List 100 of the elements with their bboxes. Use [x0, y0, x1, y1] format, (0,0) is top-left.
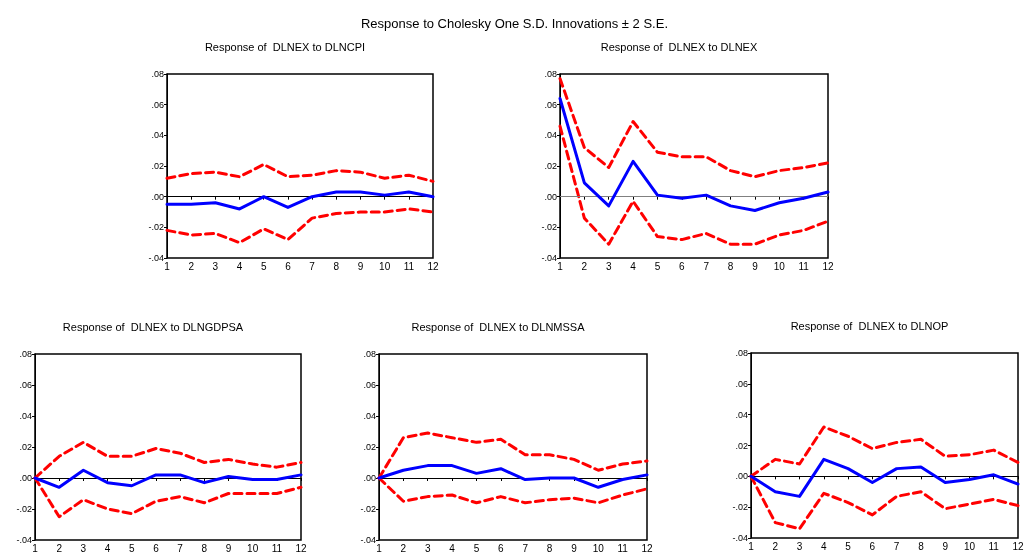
y-tick-label: .08	[544, 69, 557, 79]
x-tick-label: 10	[963, 540, 976, 552]
x-tick-label: 6	[285, 260, 292, 272]
chart-title: Response of DLNEX to DLNEX	[600, 40, 758, 53]
x-tick-label: 1	[164, 260, 171, 272]
x-tick-label: 11	[617, 542, 629, 554]
x-tick-label: 10	[247, 542, 259, 554]
x-tick-label: 12	[295, 542, 307, 554]
y-tick-label: .04	[151, 130, 164, 141]
x-tick-label: 5	[260, 260, 267, 272]
y-tick-label: .06	[151, 99, 164, 110]
x-tick-label: 5	[845, 540, 852, 552]
y-tick-label: .06	[19, 380, 32, 390]
x-tick-label: 4	[449, 542, 456, 554]
chart-title: Response of DLNEX to DLNGDPSA	[62, 320, 244, 333]
x-tick-label: 7	[177, 542, 184, 554]
y-tick-label: .00	[544, 191, 557, 202]
x-tick-label: 6	[869, 540, 876, 552]
x-tick-label: 6	[153, 542, 160, 554]
x-tick-label: 2	[772, 540, 779, 552]
x-tick-label: 12	[822, 260, 834, 272]
y-tick-label: .02	[19, 442, 32, 452]
y-tick-label: .04	[735, 409, 748, 420]
x-tick-label: 8	[727, 260, 734, 272]
x-tick-label: 11	[988, 540, 1000, 552]
x-tick-label: 3	[212, 260, 219, 272]
y-tick-label: .02	[151, 161, 164, 171]
x-tick-label: 3	[605, 260, 612, 272]
x-tick-label: 8	[201, 542, 208, 554]
y-tick-label: -.04	[732, 533, 748, 543]
x-tick-label: 9	[571, 542, 578, 554]
y-tick-label: -.04	[16, 535, 32, 545]
x-tick-label: 7	[703, 260, 710, 272]
x-tick-label: 8	[546, 542, 553, 554]
x-tick-label: 2	[188, 260, 195, 272]
x-tick-label: 10	[773, 260, 786, 272]
x-tick-label: 10	[379, 260, 391, 272]
x-tick-label: 11	[798, 260, 810, 272]
x-tick-label: 1	[376, 542, 383, 554]
chart-title: Response of DLNEX to DLNCPI	[204, 40, 366, 53]
x-tick-label: 8	[333, 260, 340, 272]
x-tick-label: 1	[748, 540, 755, 552]
x-tick-label: 9	[225, 542, 232, 554]
y-tick-label: .04	[363, 411, 376, 421]
y-tick-label: .06	[363, 380, 376, 390]
chart-title: Response of DLNEX to DLNMSSA	[411, 320, 586, 333]
y-tick-label: .08	[735, 348, 748, 358]
x-tick-label: 6	[498, 542, 505, 554]
x-tick-label: 4	[821, 540, 828, 552]
y-tick-label: .00	[19, 473, 32, 483]
y-tick-label: -.04	[541, 253, 557, 263]
x-tick-label: 5	[473, 542, 480, 554]
x-tick-label: 10	[592, 542, 605, 554]
x-tick-label: 12	[1012, 540, 1024, 552]
x-tick-label: 4	[630, 260, 637, 272]
x-tick-label: 12	[427, 260, 439, 272]
y-tick-label: .02	[363, 442, 376, 452]
x-tick-label: 2	[400, 542, 407, 554]
y-tick-label: .02	[735, 440, 748, 451]
x-tick-label: 2	[581, 260, 588, 272]
x-tick-label: 4	[104, 542, 111, 554]
x-tick-label: 11	[403, 260, 415, 272]
x-tick-label: 8	[918, 540, 925, 552]
y-tick-label: .08	[19, 349, 32, 359]
y-tick-label: .06	[735, 378, 748, 389]
x-tick-label: 3	[424, 542, 431, 554]
y-tick-label: .00	[735, 471, 748, 482]
x-tick-label: 1	[557, 260, 564, 272]
y-tick-label: -.04	[360, 535, 376, 545]
x-tick-label: 5	[654, 260, 661, 272]
y-tick-label: .00	[363, 473, 376, 483]
y-tick-label: -.02	[360, 504, 376, 514]
y-tick-label: .08	[151, 69, 164, 79]
x-tick-label: 9	[942, 540, 949, 552]
x-tick-label: 11	[271, 542, 283, 554]
y-tick-label: .02	[544, 161, 557, 171]
y-tick-label: -.02	[148, 222, 164, 233]
x-tick-label: 7	[522, 542, 529, 554]
x-tick-label: 9	[357, 260, 364, 272]
y-tick-label: .06	[544, 99, 557, 110]
x-tick-label: 3	[80, 542, 87, 554]
y-tick-label: .04	[544, 130, 557, 141]
x-tick-label: 7	[893, 540, 900, 552]
x-tick-label: 2	[56, 542, 63, 554]
x-tick-label: 1	[32, 542, 39, 554]
x-tick-label: 3	[796, 540, 803, 552]
y-tick-label: .00	[151, 191, 164, 202]
x-tick-label: 7	[309, 260, 316, 272]
x-tick-label: 6	[679, 260, 686, 272]
text: Response to Cholesky One S.D. Innovations ± 2 S.E.	[360, 16, 669, 31]
x-tick-label: 5	[128, 542, 135, 554]
x-tick-label: 9	[752, 260, 759, 272]
chart-title: Response of DLNEX to DLNOP	[790, 319, 949, 332]
y-tick-label: .04	[19, 411, 32, 421]
y-tick-label: -.02	[541, 222, 557, 233]
y-tick-label: -.04	[148, 253, 164, 263]
y-tick-label: -.02	[16, 504, 32, 514]
x-tick-label: 4	[236, 260, 243, 272]
y-tick-label: .08	[363, 349, 376, 359]
y-tick-label: -.02	[732, 502, 748, 513]
